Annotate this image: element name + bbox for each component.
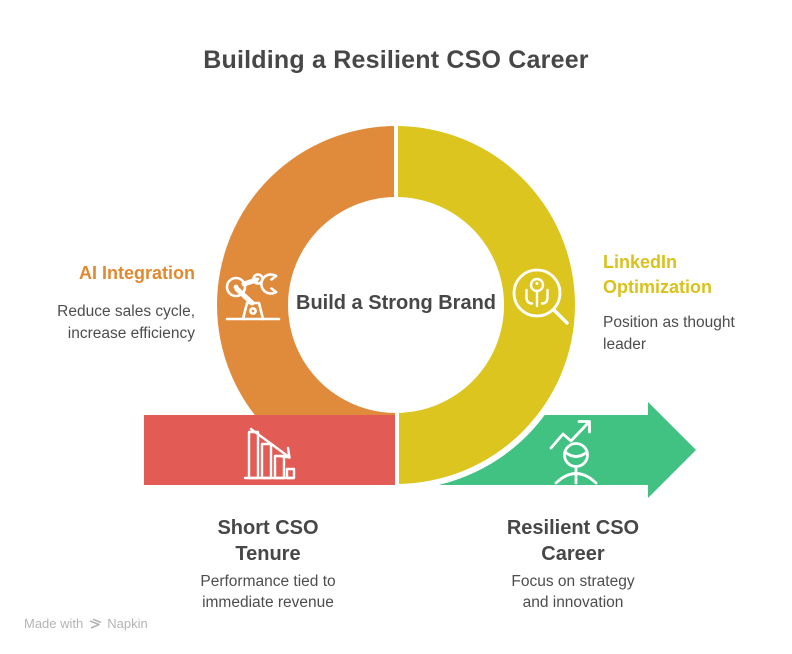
watermark-prefix: Made with	[24, 616, 84, 631]
donut-segment-ai	[217, 126, 396, 484]
section-title-ai-integration: AI Integration	[79, 263, 195, 283]
napkin-watermark[interactable]: Made with Napkin	[24, 616, 148, 631]
donut-center-label: Build a Strong Brand	[296, 292, 496, 314]
robot-arm-icon	[225, 273, 281, 321]
donut-segment-linkedin	[396, 126, 575, 484]
band-short-tenure	[144, 415, 395, 485]
section-title-linkedin-optimization: LinkedIn Optimization	[603, 252, 712, 297]
section-description-short-cso-tenure: Performance tied to immediate revenue	[200, 573, 336, 611]
section-description-linkedin-optimization: Position as thought leader	[603, 314, 735, 353]
section-title-short-cso-tenure: Short CSO Tenure	[217, 517, 319, 565]
watermark-brand: Napkin	[107, 616, 148, 631]
segment-divider-top	[394, 123, 398, 201]
napkin-logo-icon	[89, 618, 102, 629]
declining-bar-chart-icon	[243, 427, 296, 480]
section-description-ai-integration: Reduce sales cycle, increase efficiency	[57, 303, 195, 342]
page-title: Building a Resilient CSO Career	[203, 46, 589, 74]
person-growth-arrow-icon	[549, 420, 598, 485]
section-title-resilient-cso-career: Resilient CSO Career	[506, 517, 640, 565]
section-description-resilient-cso-career: Focus on strategy and innovation	[511, 573, 635, 611]
search-person-icon	[512, 268, 569, 325]
segment-divider-bottom	[395, 408, 399, 490]
